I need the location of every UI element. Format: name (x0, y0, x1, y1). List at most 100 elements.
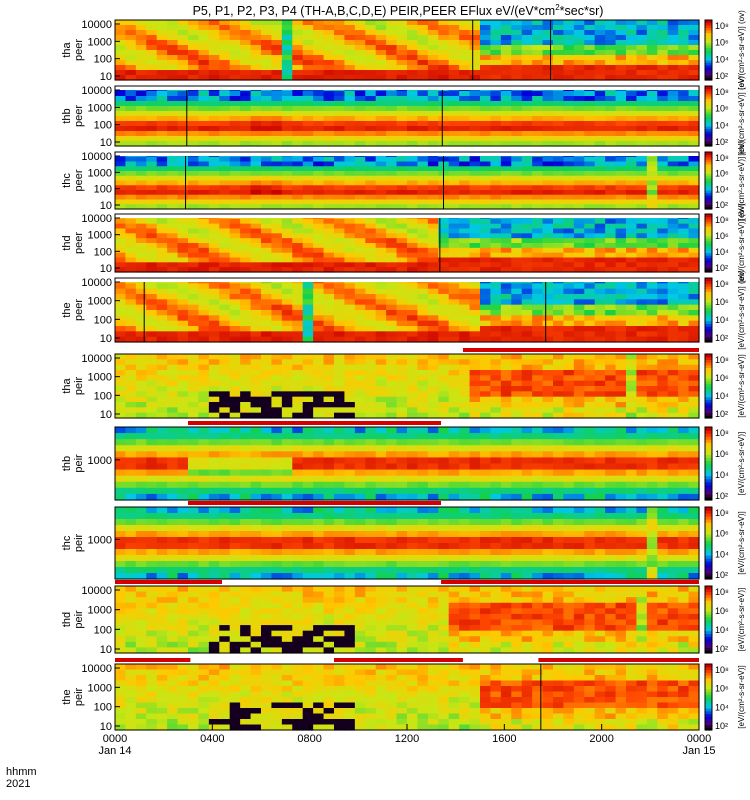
heatmap-cell (427, 106, 439, 112)
heatmap-cell (594, 439, 606, 446)
heatmap-cell (208, 161, 220, 167)
heatmap-cell (240, 243, 252, 249)
heatmap-cell (511, 463, 523, 471)
heatmap-cell (302, 304, 314, 311)
heatmap-cell (115, 161, 127, 167)
heatmap-cell (605, 238, 617, 244)
heatmap-cell (323, 161, 335, 167)
heatmap-cell (438, 35, 450, 41)
heatmap-cell (657, 257, 669, 263)
heatmap-cell (167, 96, 179, 102)
heatmap-cell (407, 126, 419, 132)
heatmap-cell (354, 96, 366, 102)
heatmap-cell (511, 386, 523, 392)
heatmap-cell (636, 25, 648, 31)
heatmap-cell (156, 190, 168, 196)
heatmap-cell (678, 427, 690, 434)
heatmap-cell (636, 70, 648, 76)
heatmap-cell (208, 288, 220, 295)
heatmap-cell (646, 91, 658, 97)
heatmap-cell (573, 407, 585, 414)
heatmap-cell (313, 175, 325, 182)
heatmap-cell (167, 439, 179, 446)
heatmap-cell (646, 331, 658, 338)
heatmap-cell (313, 180, 325, 186)
heatmap-cell (146, 106, 158, 112)
heatmap-cell (354, 45, 366, 51)
heatmap-cell (480, 294, 492, 300)
heatmap-cell (208, 75, 220, 81)
heatmap-cell (417, 199, 429, 205)
heatmap-cell (219, 359, 231, 366)
heatmap-cell (240, 427, 252, 434)
heatmap-cell (667, 380, 679, 387)
heatmap-cell (459, 439, 471, 446)
heatmap-cell (438, 45, 450, 51)
heatmap-cell (417, 439, 429, 446)
heatmap-cell (135, 91, 147, 97)
heatmap-cell (563, 475, 575, 483)
heatmap-cell (615, 96, 627, 102)
heatmap-cell (250, 396, 262, 403)
heatmap-cell (177, 402, 189, 408)
heatmap-cell (354, 288, 366, 295)
y-tick-label: 10000 (81, 353, 112, 365)
heatmap-cell (511, 180, 523, 186)
heatmap-cell (188, 55, 200, 61)
heatmap-cell (354, 106, 366, 112)
heatmap-cell (521, 320, 533, 327)
heatmap-cell (626, 412, 638, 419)
colorbar-segment (705, 259, 712, 263)
heatmap-cell (563, 238, 575, 244)
heatmap-cell (563, 391, 575, 398)
heatmap-cell (646, 50, 658, 56)
heatmap-cell (626, 267, 638, 273)
heatmap-cell (167, 243, 179, 249)
heatmap-cell (354, 190, 366, 196)
heatmap-cell (219, 166, 231, 172)
heatmap-cell (271, 299, 283, 306)
heatmap-cell (427, 433, 439, 440)
heatmap-cell (407, 445, 419, 452)
heatmap-cell (156, 412, 168, 419)
heatmap-cell (292, 70, 304, 76)
heatmap-cell (365, 427, 377, 434)
heatmap-cell (584, 35, 596, 41)
heatmap-cell (573, 299, 585, 306)
heatmap-cell (688, 55, 700, 61)
heatmap-cell (615, 326, 627, 332)
heatmap-cell (386, 283, 398, 290)
heatmap-cell (344, 185, 356, 191)
heatmap-cell (115, 40, 127, 46)
heatmap-cell (386, 204, 398, 210)
colorbar-tick-label: 10² (715, 263, 728, 273)
heatmap-cell (281, 336, 293, 343)
heatmap-cell (156, 396, 168, 403)
heatmap-cell (657, 299, 669, 306)
heatmap-cell (605, 218, 617, 225)
heatmap-cell (375, 493, 387, 501)
heatmap-cell (167, 247, 179, 254)
heatmap-cell (500, 199, 512, 205)
heatmap-cell (500, 228, 512, 234)
heatmap-cell (511, 171, 523, 177)
heatmap-cell (334, 185, 346, 191)
colorbar-segment (705, 481, 712, 486)
heatmap-cell (292, 65, 304, 71)
heatmap-cell (459, 65, 471, 71)
heatmap-cell (281, 288, 293, 295)
heatmap-cell (334, 126, 346, 132)
colorbar-segment (705, 394, 712, 398)
heatmap-cell (469, 481, 481, 489)
colorbar-segment (705, 245, 712, 249)
heatmap-cell (229, 171, 241, 177)
heatmap-cell (636, 243, 648, 249)
heatmap-cell (459, 40, 471, 46)
heatmap-cell (646, 481, 658, 489)
heatmap-cell (177, 180, 189, 186)
heatmap-cell (563, 336, 575, 343)
heatmap-cell (177, 223, 189, 230)
heatmap-cell (500, 336, 512, 343)
heatmap-cell (281, 354, 293, 360)
heatmap-cell (615, 40, 627, 46)
